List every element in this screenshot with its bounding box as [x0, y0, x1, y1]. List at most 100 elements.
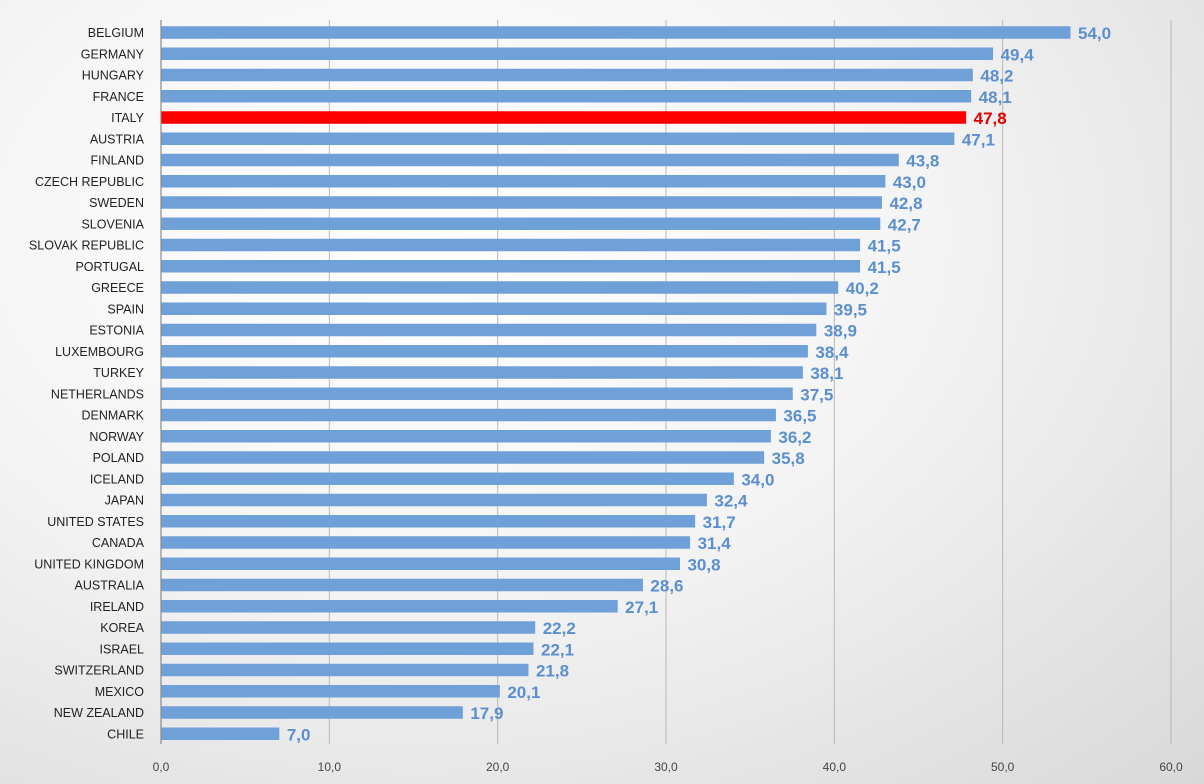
data-label: 38,4 — [815, 343, 849, 362]
category-label: FINLAND — [91, 154, 144, 168]
category-label: SPAIN — [107, 302, 144, 316]
category-label: AUSTRIA — [90, 132, 145, 146]
data-label: 36,2 — [778, 428, 811, 447]
category-label: ESTONIA — [89, 324, 144, 338]
data-label: 41,5 — [868, 237, 901, 256]
bar-sweden — [161, 196, 882, 209]
bar-spain — [161, 302, 827, 315]
data-label: 47,1 — [962, 130, 995, 149]
category-label: POLAND — [93, 451, 144, 465]
bar-turkey — [161, 366, 803, 379]
category-labels: BELGIUM GERMANY HUNGARY FRANCE ITALY AUSTRIA F… — [29, 26, 145, 741]
category-label: NETHERLANDS — [51, 387, 144, 401]
category-label: SWITZERLAND — [54, 664, 144, 678]
bar-austria — [161, 132, 955, 145]
data-label: 28,6 — [650, 577, 683, 596]
category-label: KOREA — [100, 621, 144, 635]
data-label: 48,1 — [979, 88, 1012, 107]
category-label: CHILE — [107, 727, 144, 741]
data-label: 47,8 — [974, 109, 1007, 128]
bar-canada — [161, 536, 691, 549]
bar-ireland — [161, 600, 618, 613]
data-label: 42,7 — [888, 215, 921, 234]
bar-belgium — [161, 26, 1071, 39]
bar-japan — [161, 493, 707, 507]
x-tick-label: 10,0 — [318, 760, 342, 774]
data-label: 7,0 — [287, 725, 311, 744]
bar-slovak-republic — [161, 238, 861, 252]
x-tick-label: 60,0 — [1159, 760, 1183, 774]
bar-australia — [161, 578, 643, 592]
bar-united-states — [161, 515, 696, 528]
data-label: 43,0 — [893, 173, 926, 192]
category-label: AUSTRALIA — [75, 579, 145, 593]
bar-france — [161, 90, 972, 103]
x-tick-label: 40,0 — [823, 760, 847, 774]
category-label: GREECE — [91, 281, 144, 295]
data-label: 37,5 — [800, 385, 833, 404]
data-label: 39,5 — [834, 300, 867, 319]
data-label: 22,2 — [543, 619, 576, 638]
category-label: CANADA — [92, 536, 145, 550]
data-label: 48,2 — [980, 67, 1013, 86]
category-label: FRANCE — [93, 90, 144, 104]
x-tick-label: 30,0 — [654, 760, 678, 774]
bar-new-zealand — [161, 706, 463, 719]
category-label: SWEDEN — [89, 196, 144, 210]
category-label: SLOVENIA — [81, 217, 144, 231]
x-tick-label: 20,0 — [486, 760, 510, 774]
bar-denmark — [161, 408, 776, 422]
bar-estonia — [161, 323, 817, 337]
data-label: 54,0 — [1078, 24, 1111, 43]
bar-israel — [161, 642, 534, 655]
data-label: 35,8 — [772, 449, 805, 468]
bar-iceland — [161, 472, 734, 485]
data-label: 17,9 — [470, 704, 503, 723]
bar-united-kingdom — [161, 557, 680, 570]
bar-norway — [161, 430, 771, 443]
x-axis: 0,0 10,0 20,0 30,0 40,0 50,0 60,0 — [153, 20, 1183, 774]
category-label: PORTUGAL — [75, 260, 144, 274]
data-labels: 54,0 49,4 48,2 48,1 47,8 47,1 43,8 43,0 42,8 42,7… — [287, 24, 1111, 744]
bar-germany — [161, 47, 994, 60]
data-label: 34,0 — [741, 470, 774, 489]
bars — [161, 26, 1071, 740]
category-label: ISRAEL — [100, 642, 145, 656]
bar-chile — [161, 727, 280, 740]
bar-greece — [161, 281, 839, 294]
data-label: 40,2 — [846, 279, 879, 298]
category-label: SLOVAK REPUBLIC — [29, 239, 144, 253]
bar-finland — [161, 153, 899, 167]
category-label: ITALY — [111, 111, 145, 125]
bar-mexico — [161, 685, 500, 698]
category-label: LUXEMBOURG — [55, 345, 144, 359]
category-label: DENMARK — [81, 409, 144, 423]
bar-poland — [161, 451, 765, 464]
bar-luxembourg — [161, 345, 808, 358]
bar-netherlands — [161, 387, 793, 400]
data-label: 42,8 — [889, 194, 922, 213]
data-label: 20,1 — [507, 683, 540, 702]
data-label: 36,5 — [783, 407, 816, 426]
category-label: JAPAN — [105, 494, 144, 508]
data-label: 22,1 — [541, 640, 574, 659]
data-label: 27,1 — [625, 598, 658, 617]
data-label: 31,4 — [698, 534, 732, 553]
data-label: 32,4 — [714, 492, 748, 511]
category-label: NEW ZEALAND — [54, 706, 144, 720]
data-label: 21,8 — [536, 662, 569, 681]
category-label: BELGIUM — [88, 26, 144, 40]
x-tick-label: 0,0 — [153, 760, 170, 774]
bar-italy — [161, 111, 967, 124]
category-label: HUNGARY — [82, 69, 145, 83]
bar-korea — [161, 621, 536, 634]
bar-hungary — [161, 68, 973, 82]
data-label: 49,4 — [1001, 45, 1035, 64]
data-label: 30,8 — [687, 555, 720, 574]
data-label: 43,8 — [906, 152, 939, 171]
data-label: 41,5 — [868, 258, 901, 277]
category-label: UNITED STATES — [47, 515, 144, 529]
data-label: 31,7 — [703, 513, 736, 532]
